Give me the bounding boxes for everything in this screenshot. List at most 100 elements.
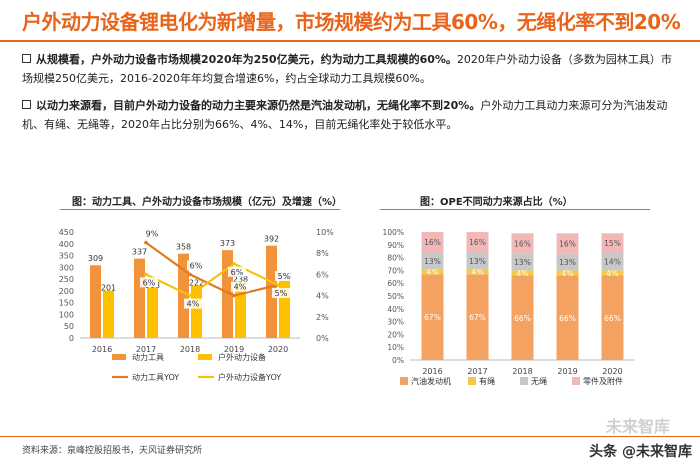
legend-label: 动力工具YOY (132, 372, 179, 382)
bar-ope (279, 279, 290, 338)
yoy-value-label: 6% (143, 278, 156, 287)
yoy-label-bg (140, 277, 158, 288)
y-tick-label: 0% (392, 356, 404, 365)
legend-swatch (468, 377, 476, 385)
legend-swatch (198, 354, 212, 360)
y-right-tick-label: 2% (316, 313, 329, 322)
yoy-label-bg (231, 281, 249, 292)
chart2-title: 图：OPE不同动力来源占比（%） (420, 197, 573, 208)
stack-segment-parts (556, 233, 579, 254)
stack-segment-corded (421, 269, 444, 275)
chart1-market-size: 0 50 100 150 200 250 300 350 400 450 0% 2% 4% 6% 8% 10%… (59, 228, 334, 382)
bar-ope (235, 281, 246, 338)
page-title: 户外动力设备锂电化为新增量，市场规模约为工具60%，无绳化率不到20% (22, 10, 681, 34)
y-left-tick-label: 150 (59, 299, 74, 308)
yoy-label-bg (184, 298, 202, 309)
legend-swatch (400, 377, 408, 385)
segment-value-label: 13% (559, 258, 576, 267)
chart2-title-rule (380, 209, 650, 210)
y-tick-label: 80% (387, 254, 404, 263)
stack-segment-corded (466, 269, 489, 275)
legend-swatch (520, 377, 528, 385)
stack-segment-gas-engine (466, 274, 489, 360)
legend-label: 无绳 (531, 376, 547, 386)
yoy-label-bg (187, 260, 205, 271)
segment-value-label: 66% (604, 314, 621, 323)
y-right-tick-label: 0% (316, 334, 329, 343)
segment-value-label: 67% (424, 313, 441, 322)
yoy-value-label: 4% (234, 283, 247, 292)
yoy-point (232, 293, 236, 298)
y-right-tick-label: 8% (316, 249, 329, 258)
y-tick-label: 90% (387, 241, 404, 250)
yoy-value-label: 6% (190, 261, 203, 270)
bullet-lead: 从规模看，户外动力设备市场规模2020年为250亿美元，约为动力工具规模的60%… (36, 53, 457, 66)
legend-swatch (112, 354, 126, 360)
stack-segment-gas-engine (511, 275, 534, 360)
stack-segment-cordless (466, 252, 489, 270)
legend-label: 户外动力设备 (218, 352, 266, 362)
watermark: 头条 @未来智库 (589, 444, 692, 460)
bar-value-label: 309 (88, 254, 103, 263)
line-power-tools-yoy (145, 241, 279, 297)
x-tick-label: 2017 (136, 345, 156, 354)
y-left-tick-label: 0 (69, 334, 74, 343)
yoy-value-label: 5% (278, 272, 291, 281)
stack-segment-cordless (556, 253, 579, 271)
bar-value-label: 222 (189, 279, 204, 288)
segment-value-label: 4% (517, 269, 529, 278)
yoy-value-label: 9% (146, 230, 159, 239)
stack-segment-gas-engine (556, 275, 579, 360)
chart2-power-source-share: 0% 10% 20% 30% 40% 50% 60% 70% 80% 90% 100% 67% 4% 13… (383, 228, 635, 386)
bar-value-label: 358 (176, 243, 191, 252)
bullet-square-icon (22, 100, 31, 109)
bullet-square-icon (22, 54, 31, 63)
y-tick-label: 100% (383, 228, 404, 237)
segment-value-label: 66% (514, 314, 531, 323)
bar-power-tools (90, 265, 101, 338)
stack-segment-parts (466, 232, 489, 253)
y-left-tick-label: 200 (59, 287, 74, 296)
yoy-point (188, 272, 192, 277)
yoy-point (232, 262, 236, 266)
bar-power-tools (178, 253, 189, 338)
yoy-value-label: 4% (187, 300, 200, 309)
segment-value-label: 4% (472, 268, 484, 277)
legend-label: 动力工具 (132, 352, 164, 362)
yoy-value-label: 5% (275, 289, 288, 298)
yoy-point (144, 272, 148, 277)
x-tick-label: 2017 (467, 367, 487, 376)
y-tick-label: 50% (387, 292, 404, 301)
segment-value-label: 13% (424, 257, 441, 266)
y-tick-label: 20% (387, 330, 404, 339)
y-left-tick-label: 250 (59, 275, 74, 284)
stack-segment-cordless (511, 253, 534, 271)
bar-power-tools (134, 258, 145, 338)
legend-label: 零件及附件 (583, 376, 623, 386)
x-tick-label: 2018 (512, 367, 532, 376)
line-ope-yoy (145, 262, 279, 297)
y-tick-label: 60% (387, 279, 404, 288)
bullet-power-source: 以动力来源看，目前户外动力设备的动力主要来源仍然是汽油发动机，无绳化率不到20%… (22, 96, 672, 134)
bar-power-tools (266, 245, 277, 338)
legend-label: 汽油发动机 (411, 376, 451, 386)
segment-value-label: 16% (559, 240, 576, 249)
bullet-text: 2020年户外动力设备（多数为园林工具）市场规模250亿美元，2016-2020… (22, 53, 672, 85)
y-tick-label: 10% (387, 343, 404, 352)
segment-value-label: 66% (559, 314, 576, 323)
y-left-tick-label: 400 (59, 240, 74, 249)
x-tick-label: 2018 (180, 345, 200, 354)
source-note: 资料来源：泉峰控股招股书，天风证券研究所 (22, 446, 203, 456)
stack-segment-parts (421, 232, 444, 253)
y-left-tick-label: 50 (64, 322, 74, 331)
bar-ope (103, 290, 114, 338)
yoy-label-bg (228, 266, 246, 277)
stack-segment-corded (511, 270, 534, 276)
y-right-tick-label: 6% (316, 270, 329, 279)
yoy-label-bg (275, 271, 293, 281)
bullet-text: 户外动力工具动力来源可分为汽油发动机、有绳、无绳等，2020年占比分别为66%、… (22, 99, 668, 131)
stack-segment-cordless (601, 252, 624, 271)
x-tick-label: 2020 (602, 367, 622, 376)
stack-segment-corded (556, 270, 579, 276)
x-tick-label: 2016 (92, 345, 112, 354)
